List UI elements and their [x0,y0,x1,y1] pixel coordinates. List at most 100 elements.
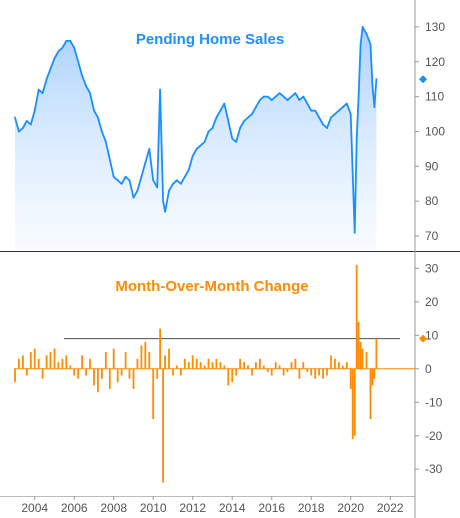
data-point [73,46,76,49]
x-tick-label: 2006 [61,501,88,515]
data-point [148,148,151,150]
data-point [164,210,167,213]
data-bar [355,265,358,369]
latest-value-marker [419,334,427,343]
data-point [69,40,72,42]
data-point [359,43,362,46]
top-chart: Pending Home Sales 70 80 90 100 110 120 130 [14,20,445,251]
data-point [53,57,56,60]
data-point [365,33,368,35]
data-point [322,123,324,126]
x-tick-label: 2020 [337,501,364,515]
data-bar [199,362,202,369]
data-bar [223,365,226,369]
data-point [262,95,265,98]
data-bar [53,348,56,369]
data-point [144,162,147,164]
data-bar [148,352,151,369]
x-tick-label: 2022 [377,501,404,515]
data-bar [101,368,103,379]
data-point [37,88,40,91]
data-point [199,144,202,147]
data-point [239,127,242,129]
data-point [152,179,155,182]
x-tick-label: 2010 [140,501,167,515]
data-point [349,113,352,115]
data-point [282,95,285,98]
data-bar [187,362,190,369]
data-bar [235,368,238,376]
data-point [375,78,378,81]
area-fill [15,26,377,251]
data-bar [357,321,360,369]
data-bar [306,368,309,373]
data-bar [326,368,328,376]
data-bar [270,368,273,376]
data-point [318,116,320,119]
data-bar [266,368,269,373]
data-bar [41,368,44,379]
data-point [132,196,135,199]
data-bar [278,365,281,369]
y-tick-label: 20 [425,295,439,309]
data-point [227,120,230,122]
data-bar [152,368,155,419]
data-point [330,116,332,119]
data-point [89,92,91,94]
bottom-chart-title: Month-Over-Month Change [115,278,308,295]
data-point [231,137,234,140]
data-point [211,127,214,129]
data-bar [128,368,131,379]
series-line [14,26,378,234]
data-point [191,155,194,157]
y-tick-label: 110 [425,90,444,104]
data-bar [290,362,293,369]
data-point [334,113,336,115]
data-bar [93,368,95,386]
y-tick-label: 130 [425,20,445,34]
data-point [341,106,344,108]
y-tick-label: 120 [425,55,445,69]
data-bar [49,352,52,369]
data-point [136,189,139,192]
data-bar [14,368,16,383]
data-point [61,46,64,49]
data-point [223,102,226,105]
data-point [162,200,165,203]
x-tick-label: 2012 [179,501,206,515]
data-bar [373,368,376,379]
data-bar [37,358,40,369]
data-bar [77,368,80,379]
data-bar [120,368,123,376]
data-bar [132,368,135,389]
y-tick-label: 10 [425,328,439,342]
data-bar [97,368,99,393]
data-point [306,102,309,105]
y-tick-label: -20 [425,429,443,443]
data-bar [69,365,72,369]
top-chart-title: Pending Home Sales [136,31,284,48]
data-bar [361,348,364,369]
data-point [266,95,269,98]
data-bar [124,352,127,369]
data-bar [73,368,76,376]
data-bar [211,362,214,369]
data-bar [89,358,91,369]
data-bar [338,362,340,369]
data-bar [359,342,362,369]
data-bar [144,342,147,369]
data-point [187,168,190,171]
data-point [215,116,218,119]
data-bar [247,365,249,369]
data-point [357,95,360,98]
data-bar [65,355,68,369]
data-bar [81,355,83,369]
data-point [128,179,131,182]
data-point [219,109,222,112]
data-point [104,141,107,143]
data-point [57,50,60,53]
x-tick-label: 2014 [219,501,246,515]
data-bar [33,348,36,369]
data-point [361,26,364,28]
